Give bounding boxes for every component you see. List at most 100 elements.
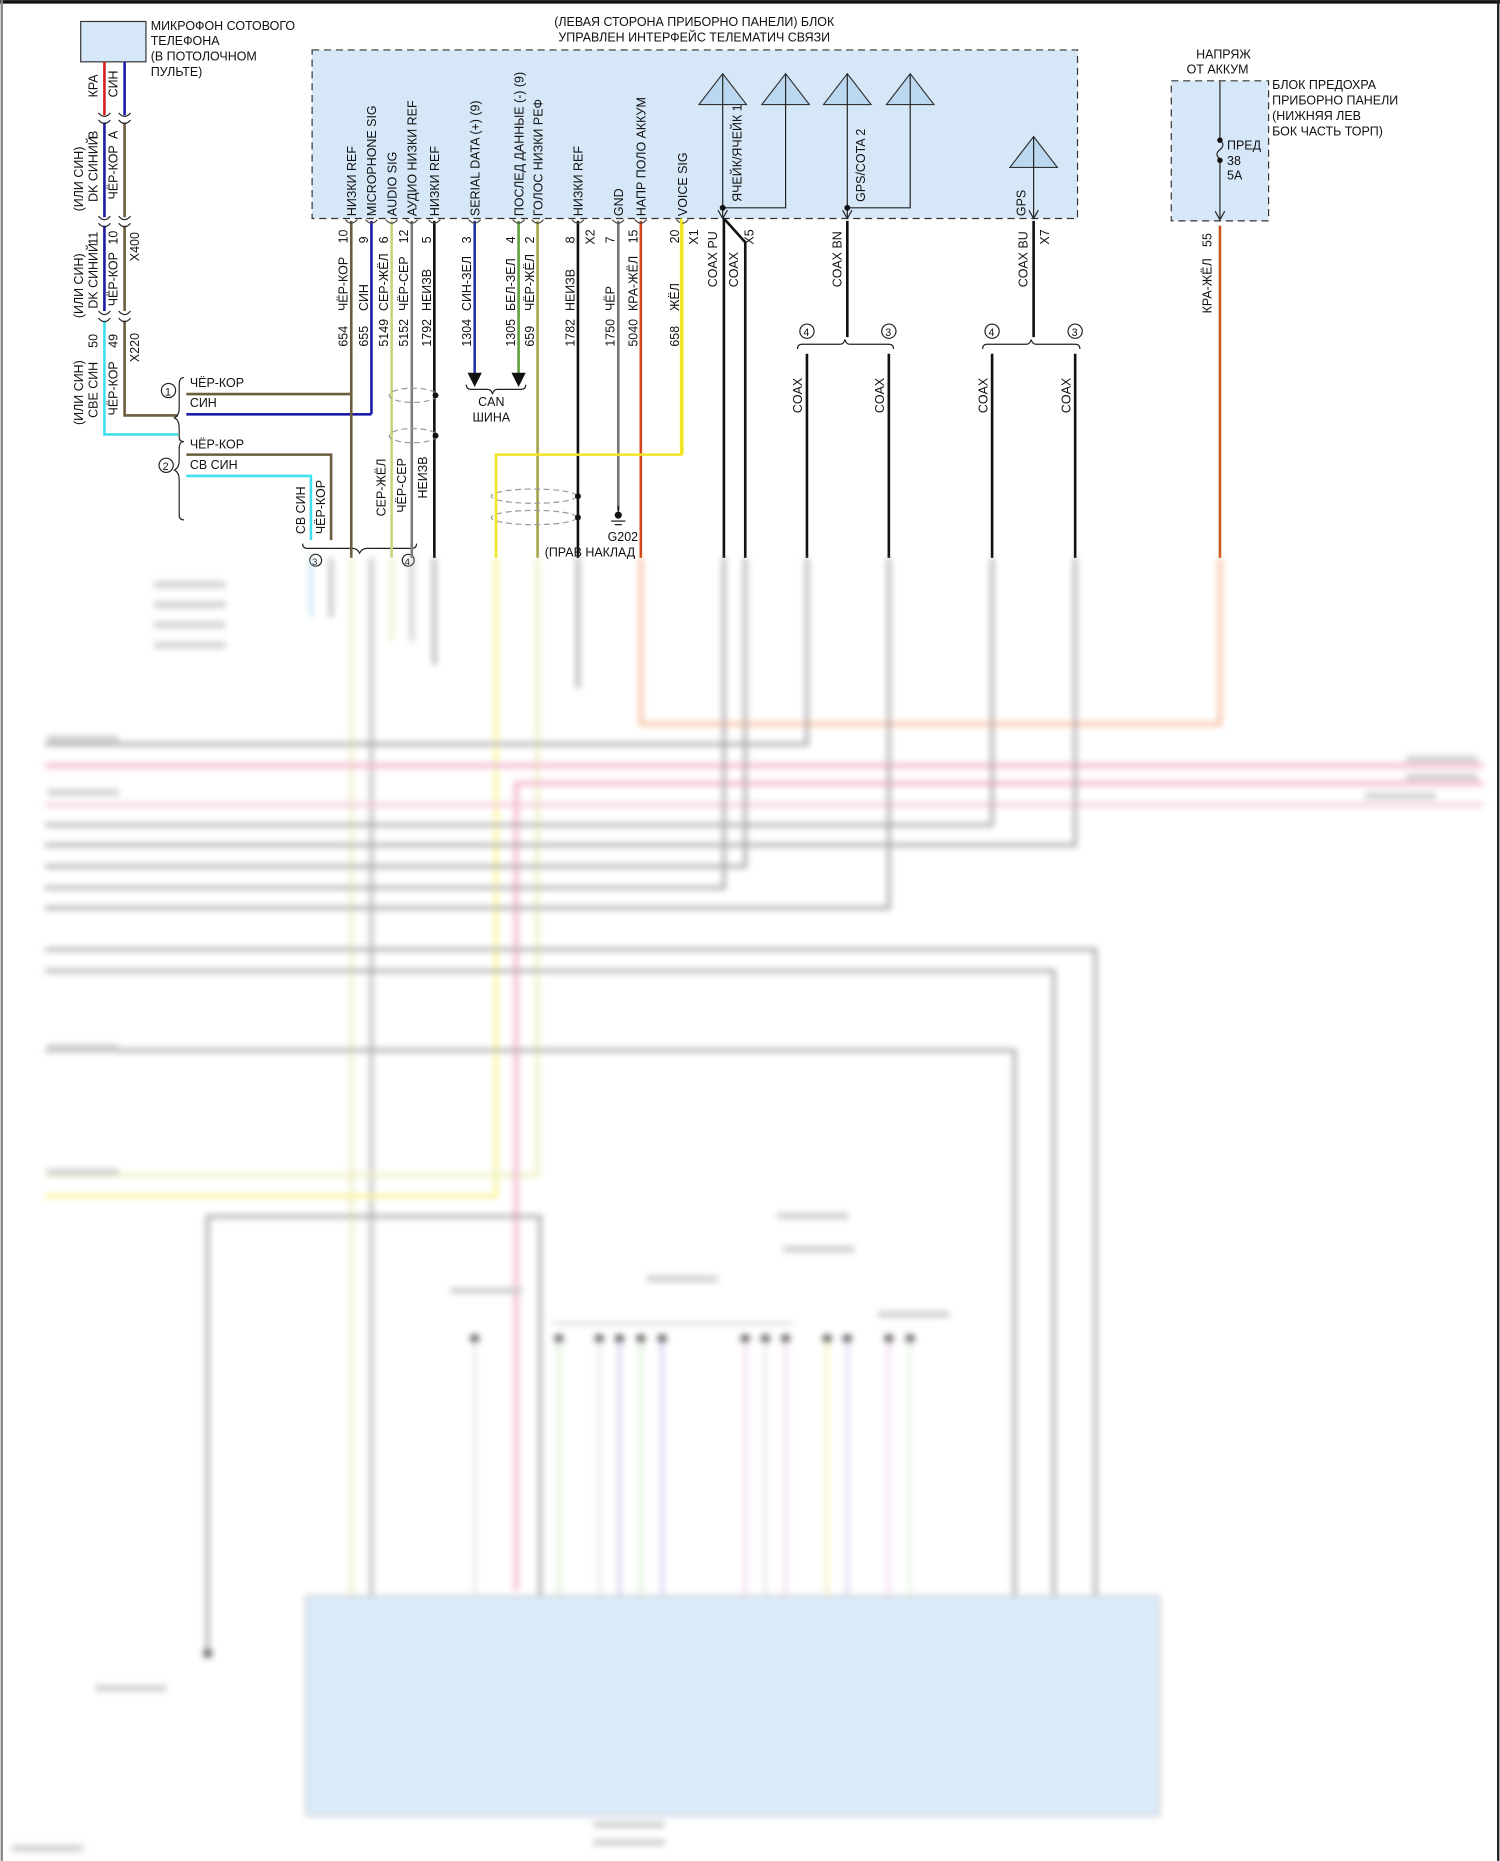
pin-3[interactable]: SERIAL DATA (+) (9) 3 СИН-ЗЕЛ 1304 <box>460 100 482 378</box>
wire-brown[interactable] <box>123 320 179 417</box>
wire-color-label: ЖЁЛ <box>668 283 682 311</box>
pin-number: 7 <box>604 236 618 243</box>
connector-icon <box>427 219 441 224</box>
module-box[interactable] <box>311 49 1079 220</box>
wire-color-label: COAX <box>873 377 887 413</box>
pin-function-label: AUDIO SIG <box>385 152 399 216</box>
pin-function-label: НАПР ПОЛО АККУМ <box>635 97 649 216</box>
connector-icon <box>98 215 111 228</box>
option-2-badge <box>158 457 174 474</box>
wire-color-label: СВ СИН <box>294 486 308 534</box>
coax-branches: COAX BN COAX BU 4 COAX 3 COAX 4 COAX 3 COAX <box>791 220 1083 558</box>
pin-function-label: SERIAL DATA (+) (9) <box>468 100 482 216</box>
pin-2[interactable]: ГОЛОС НИЗКИ РЕФ 2 ЧЁР-ЖЁЛ 659 <box>523 99 545 558</box>
wire-color-label: ЧЁР-ЖЁЛ <box>523 254 537 311</box>
pin-12[interactable]: АУДИО НИЗКИ REF 12 ЧЁР-СЕР 5152 <box>397 100 420 558</box>
obscured-wire <box>513 780 1484 1591</box>
wire-color-label: НЕИЗВ <box>420 269 434 311</box>
pin-15[interactable]: НАПР ПОЛО АККУМ 15 КРА-ЖЁЛ 5040 <box>626 97 649 558</box>
fuse-block-title: ПРИБОРНО ПАНЕЛИ <box>1272 94 1398 108</box>
pin-number: 10 <box>337 229 351 243</box>
wire-brown[interactable] <box>186 453 333 541</box>
can-bracket <box>465 384 527 395</box>
pin-number: 4 <box>504 236 518 243</box>
fuse-block-title: (НИЖНЯЯ ЛЕВ <box>1272 109 1361 123</box>
wire-color-label: COAX <box>976 377 990 413</box>
pin-4[interactable]: ПОСЛЕД ДАННЫЕ (-) (9) 4 БЕЛ-ЗЕЛ 1305 <box>504 72 526 378</box>
pin-number: 2 <box>523 236 537 243</box>
wire-color-label: DK СИНИЙ <box>85 243 100 309</box>
connector-icon <box>365 219 378 224</box>
pin-function-label: ГОЛОС НИЗКИ РЕФ <box>531 99 545 216</box>
shield-drain-dots <box>432 392 581 521</box>
wire-color-label: ЧЁР-КОР <box>106 145 120 199</box>
antenna-label: GPS <box>1014 190 1028 216</box>
microphone-box[interactable] <box>80 20 147 63</box>
pin-number: 15 <box>626 229 640 243</box>
branch-number: 3 <box>1072 327 1078 339</box>
pin-number: 5 <box>420 236 434 243</box>
obscured-wire <box>45 557 891 910</box>
wire-color-label: COAX <box>791 377 805 413</box>
pin-function-label: НИЗКИ REF <box>345 146 359 216</box>
connector-label: X400 <box>128 232 142 261</box>
circuit-number: 654 <box>337 326 351 347</box>
ground-location: (ПРАВ НАКЛАД <box>545 546 636 560</box>
pin-9[interactable]: MICROPHONE SIG 9 СИН 655 <box>357 105 379 415</box>
wire-yellow-voice-sig[interactable] <box>494 218 683 558</box>
pin-6[interactable]: AUDIO SIG 6 СЕР-ЖЁЛ 5149 <box>377 152 399 558</box>
wire-cyan[interactable] <box>103 320 179 436</box>
wire-color-label: ЧЁР-СЕР <box>395 458 409 513</box>
ground-g202: G202 (ПРАВ НАКЛАД <box>545 505 638 560</box>
wire-color-label: ЧЁР-КОР <box>190 376 244 390</box>
connector-label: X1 <box>687 229 701 244</box>
wire-coax[interactable] <box>722 217 747 558</box>
fuse-block[interactable]: НАПРЯЖ ОТ АККУМ ПРЕД 38 5A БЛОК ПРЕДОХРА… <box>1170 47 1398 558</box>
supply-label: ОТ АККУМ <box>1187 63 1249 77</box>
branch-number: 4 <box>803 327 809 339</box>
wire-color-label: КРА <box>86 74 100 98</box>
pin-number: 12 <box>397 229 411 243</box>
fuse-icon <box>1216 139 1224 160</box>
wire-color-label: ЧЁР-КОР <box>190 438 244 452</box>
fuse-rating: 5A <box>1227 168 1243 182</box>
branch-number: 4 <box>989 327 995 339</box>
pin-7[interactable]: GND 7 ЧЁР 1750 <box>604 188 626 511</box>
pin-8[interactable]: НИЗКИ REF 8 НЕИЗВ 1782 <box>563 146 586 558</box>
microphone-label: ТЕЛЕФОНА <box>151 34 221 48</box>
pin-10[interactable]: НИЗКИ REF 10 ЧЁР-КОР 654 <box>337 146 359 558</box>
pin-function-label: GND <box>612 188 626 216</box>
pin-label: 49 <box>106 334 120 348</box>
connector-icon <box>634 219 648 224</box>
telematics-module[interactable]: (ЛЕВАЯ СТОРОНА ПРИБОРНО ПАНЕЛИ) БЛОК УПР… <box>311 15 1079 558</box>
option-bracket <box>302 543 418 555</box>
branch-badge <box>1067 323 1083 339</box>
fuse-name: ПРЕД <box>1227 139 1262 153</box>
circuit-number: 1304 <box>460 319 474 347</box>
connector-icon <box>118 310 131 323</box>
obscured-wire <box>45 1048 1017 1597</box>
wire-cyan[interactable] <box>186 474 313 541</box>
pin-label: B <box>86 131 100 139</box>
wire-color-label: СЕР-ЖЁЛ <box>377 253 391 311</box>
wire-color-label: COAX BN <box>830 231 844 287</box>
connector-icon <box>98 310 111 323</box>
connector-label: X220 <box>128 333 142 362</box>
obscured-wire <box>45 557 748 869</box>
pin-number: 6 <box>377 236 391 243</box>
wire-color-label: ЧЁР-КОР <box>337 257 351 311</box>
option-1-badge <box>160 382 177 399</box>
wire-color-label: НЕИЗВ <box>563 269 577 311</box>
cell-phone-microphone[interactable]: МИКРОФОН СОТОВОГО ТЕЛЕФОНА (В ПОТОЛОЧНОМ… <box>80 19 296 79</box>
pin-5[interactable]: НИЗКИ REF 5 НЕИЗВ 1792 <box>420 146 442 558</box>
wire-color-label: (ИЛИ СИН) <box>72 147 86 212</box>
obscured-wire <box>45 557 498 1199</box>
obscured-wire <box>205 1214 542 1656</box>
wire-color-label: КРА-ЖЁЛ <box>1201 258 1215 313</box>
pin-function-label: НИЗКИ REF <box>572 146 586 216</box>
pin-function-label: ПОСЛЕД ДАННЫЕ (-) (9) <box>512 72 526 216</box>
circuit-number: 5149 <box>377 319 391 347</box>
circuit-number: 1782 <box>563 319 577 347</box>
branch-bracket <box>796 339 895 350</box>
